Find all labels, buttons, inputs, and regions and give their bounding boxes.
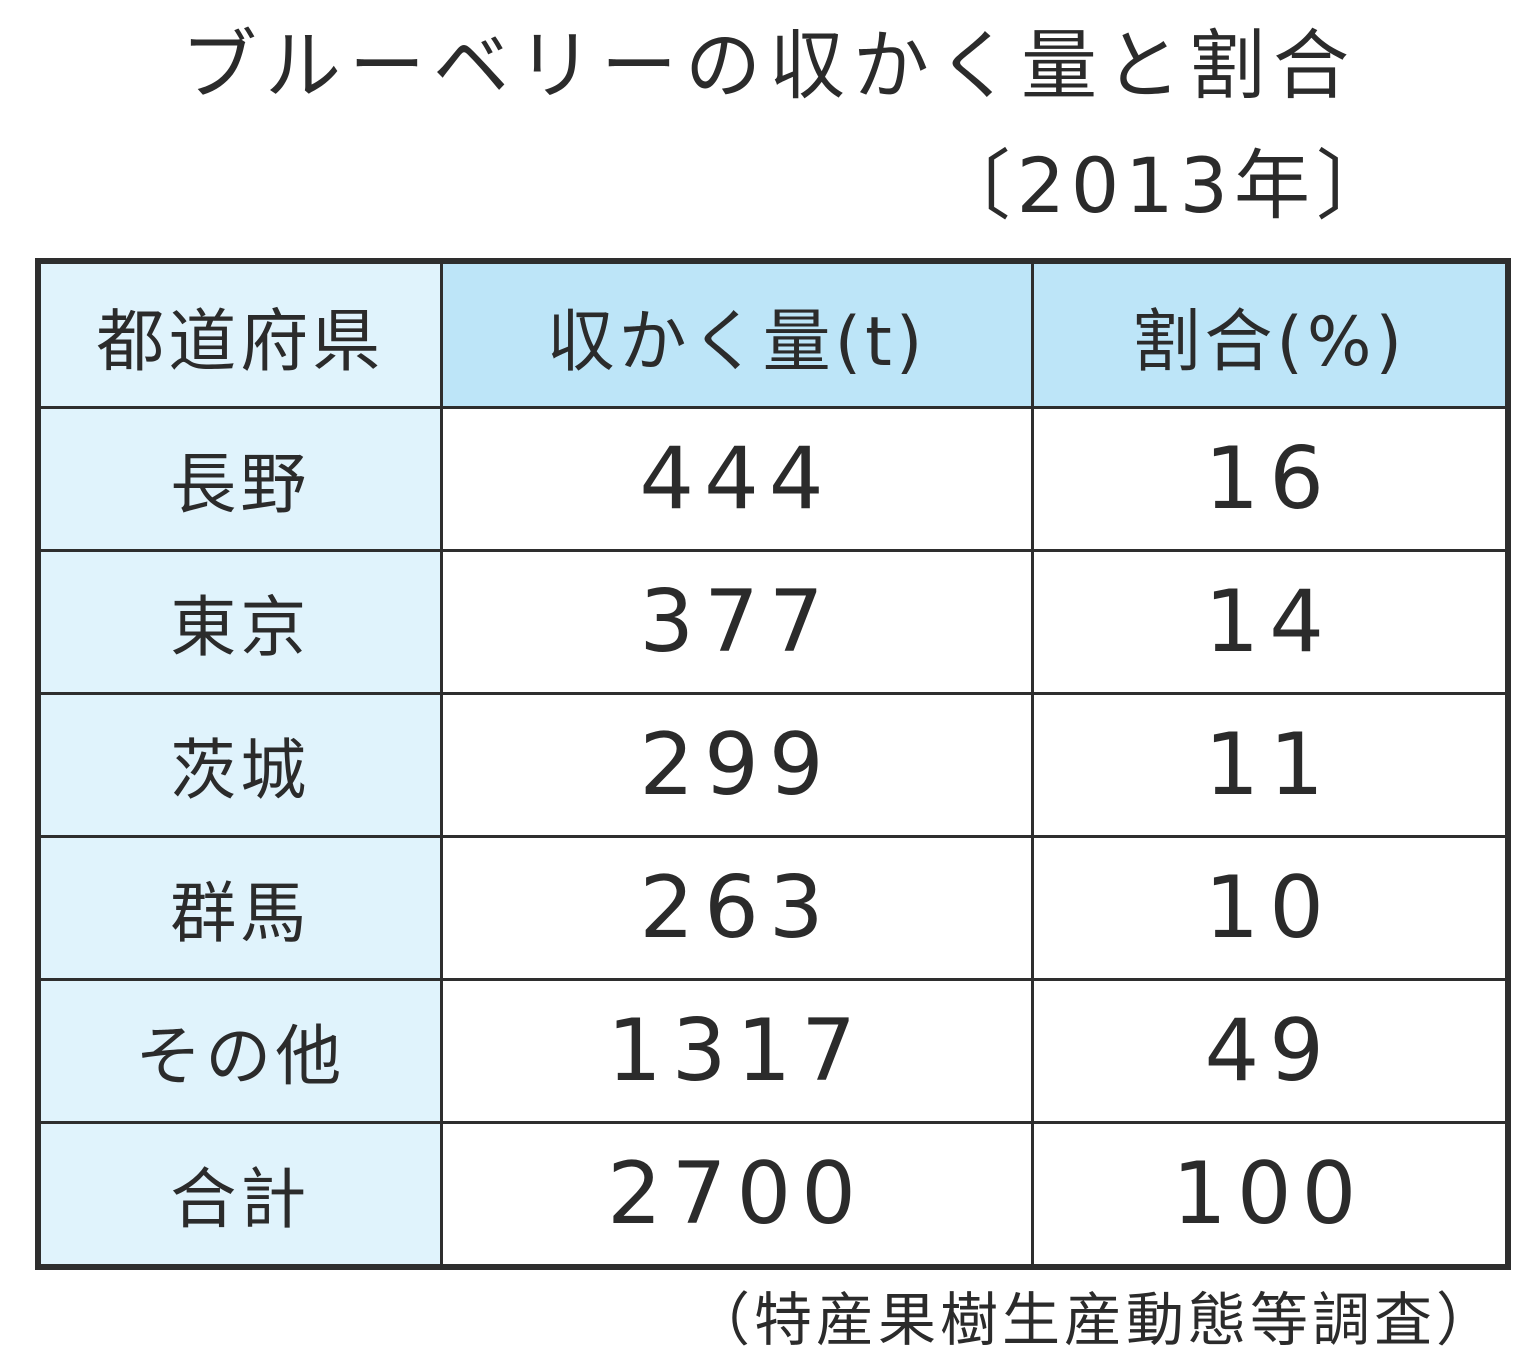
- table-cell: 444: [439, 406, 1034, 552]
- row-label: 合計: [36, 1121, 443, 1269]
- table-cell: 100: [1030, 1121, 1510, 1269]
- table-cell: 299: [439, 692, 1034, 838]
- title: ブルーベリーの収かく量と割合: [181, 21, 1357, 110]
- table-row: 茨城 299 11: [36, 692, 1510, 838]
- row-label: 群馬: [36, 835, 443, 981]
- table-cell: 2700: [439, 1121, 1034, 1269]
- table-body: 長野 444 16 東京 377 14 茨城 299 11 群馬 263 10 その他 1317 49 合計 2…: [36, 406, 1510, 1269]
- subtitle: 〔2013年〕: [934, 141, 1398, 230]
- table-cell: 377: [439, 549, 1034, 695]
- table-row: 東京 377 14: [36, 549, 1510, 695]
- row-label: 東京: [36, 549, 443, 695]
- table-cell: 14: [1030, 549, 1510, 695]
- table-cell: 16: [1030, 406, 1510, 552]
- table-row: 合計 2700 100: [36, 1121, 1510, 1269]
- row-label: その他: [36, 978, 443, 1124]
- row-label: 茨城: [36, 692, 443, 838]
- header-cell: 収かく量(t): [439, 259, 1034, 409]
- source: （特産果樹生産動態等調査）: [691, 1286, 1498, 1354]
- table-row: 群馬 263 10: [36, 835, 1510, 981]
- table-cell: 263: [439, 835, 1034, 981]
- table-cell: 10: [1030, 835, 1510, 981]
- header-row: 都道府県 収かく量(t) 割合(%): [36, 259, 1510, 409]
- header-cell: 都道府県: [36, 259, 443, 409]
- row-label: 長野: [36, 406, 443, 552]
- header-cell: 割合(%): [1030, 259, 1510, 409]
- table-row: その他 1317 49: [36, 978, 1510, 1124]
- table-row: 長野 444 16: [36, 406, 1510, 552]
- table-cell: 11: [1030, 692, 1510, 838]
- table-cell: 1317: [439, 978, 1034, 1124]
- data-table: 都道府県 収かく量(t) 割合(%) 長野 444 16 東京 377 14 茨城 299 11 群馬…: [35, 258, 1511, 1270]
- table-cell: 49: [1030, 978, 1510, 1124]
